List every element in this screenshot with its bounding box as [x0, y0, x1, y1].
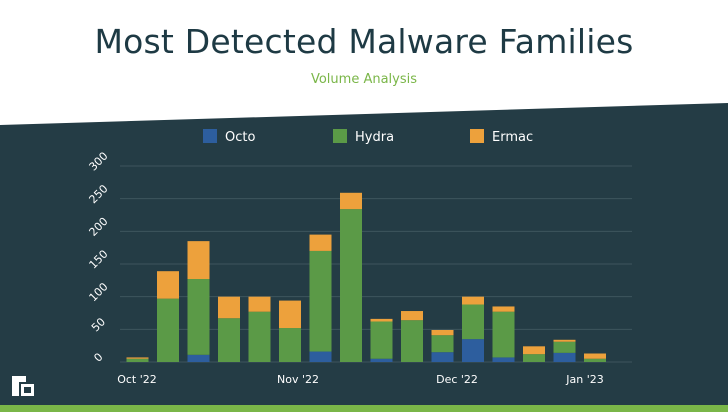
legend-swatch-ermac: [470, 129, 484, 143]
bar-octo: [553, 352, 576, 362]
bar-hydra: [340, 209, 362, 362]
legend-swatch-hydra: [333, 129, 347, 143]
bar-hydra: [370, 321, 393, 359]
bar-octo: [462, 339, 484, 362]
bar-hydra: [309, 250, 332, 352]
legend-swatch-octo: [203, 129, 217, 143]
bar-hydra: [401, 320, 423, 362]
bar-ermac: [584, 353, 606, 359]
chart-bars: [126, 192, 606, 362]
x-axis-ticks: Oct '22 Nov '22 Dec '22 Jan '23: [117, 373, 604, 386]
bar-hydra: [462, 304, 484, 340]
bar-hydra: [126, 358, 149, 362]
bar-ermac: [187, 241, 210, 280]
bar-hydra: [584, 358, 606, 362]
bar-hydra: [279, 328, 301, 362]
bar-ermac: [492, 306, 515, 312]
bar-ermac: [462, 296, 484, 305]
bar-ermac: [553, 339, 576, 342]
chart-legend: Octo Hydra Ermac: [203, 129, 533, 145]
x-tick-label: Dec '22: [436, 373, 478, 386]
bar-hydra: [248, 311, 271, 362]
bar-hydra: [553, 341, 576, 353]
bar-ermac: [401, 311, 423, 321]
bar-ermac: [370, 318, 393, 322]
legend-label-octo: Octo: [225, 130, 255, 145]
bar-ermac: [218, 296, 240, 319]
bar-ermac: [309, 234, 332, 251]
bar-octo: [370, 358, 393, 362]
bottom-accent-bar: [0, 405, 728, 412]
bar-hydra: [157, 298, 179, 362]
legend-label-hydra: Hydra: [355, 130, 394, 145]
bar-hydra: [187, 279, 210, 355]
bar-ermac: [157, 271, 179, 299]
chart-title: Most Detected Malware Families: [94, 22, 634, 61]
bar-ermac: [279, 300, 301, 329]
bar-octo: [309, 351, 332, 362]
bar-ermac: [126, 357, 149, 359]
chart-background: [0, 103, 728, 405]
bar-hydra: [218, 318, 240, 362]
bar-hydra: [492, 311, 515, 358]
bar-ermac: [523, 346, 545, 355]
legend-label-ermac: Ermac: [492, 130, 533, 145]
x-tick-label: Jan '23: [565, 373, 603, 386]
bar-hydra: [523, 354, 545, 362]
bar-ermac: [431, 329, 454, 336]
bar-hydra: [431, 335, 454, 353]
threatfabric-logo-icon: [12, 376, 34, 396]
bar-octo: [492, 357, 515, 362]
bar-ermac: [248, 296, 271, 312]
x-tick-label: Oct '22: [117, 373, 157, 386]
bar-ermac: [340, 192, 362, 210]
chart-subtitle: Volume Analysis: [310, 72, 418, 87]
bar-octo: [187, 354, 210, 362]
x-tick-label: Nov '22: [277, 373, 319, 386]
bar-octo: [431, 352, 454, 362]
